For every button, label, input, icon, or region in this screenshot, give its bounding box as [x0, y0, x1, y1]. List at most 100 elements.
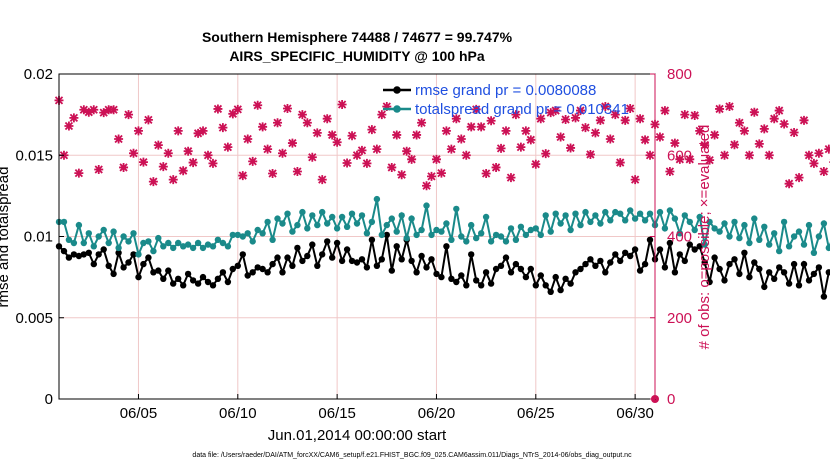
data-point-rmse — [95, 251, 102, 258]
data-point-totalspread — [115, 244, 122, 252]
data-point-rmse — [343, 246, 351, 253]
obs-marker — [799, 115, 809, 125]
data-point-totalspread — [453, 205, 460, 213]
data-point-totalspread — [691, 226, 698, 234]
data-point-totalspread — [602, 208, 609, 216]
chart-subtitle: AIRS_SPECIFIC_HUMIDITY @ 100 hPa — [229, 48, 485, 64]
data-point-totalspread — [388, 215, 395, 222]
y-axis-right-label: # of obs: o=possible; ×=evaluated — [696, 125, 713, 350]
data-point-totalspread — [706, 218, 713, 226]
x-axis-label: Jun.01,2014 00:00:00 start — [268, 427, 447, 444]
y-right-tick-label: 600 — [667, 147, 692, 164]
data-point-totalspread — [636, 210, 644, 217]
data-point-rmse — [234, 262, 241, 269]
data-point-totalspread — [557, 220, 564, 227]
obs-marker — [625, 104, 635, 114]
obs-marker — [710, 130, 720, 140]
obs-marker — [729, 140, 739, 150]
obs-marker — [168, 175, 178, 185]
data-point-rmse — [607, 259, 614, 266]
obs-marker — [769, 114, 779, 124]
data-point-rmse — [368, 236, 376, 243]
data-point-rmse — [562, 275, 569, 282]
data-point-totalspread — [333, 225, 341, 232]
obs-marker — [566, 143, 576, 153]
data-point-rmse — [85, 249, 93, 256]
data-point-totalspread — [522, 231, 530, 239]
data-point-totalspread — [289, 228, 296, 235]
data-point-totalspread — [403, 234, 410, 242]
data-point-totalspread — [299, 208, 306, 216]
obs-marker — [198, 126, 208, 136]
data-point-rmse — [716, 265, 723, 273]
data-point-totalspread — [110, 228, 117, 235]
data-point-totalspread — [319, 208, 326, 216]
obs-marker — [725, 102, 734, 111]
data-point-totalspread — [532, 225, 539, 232]
data-point-rmse — [388, 267, 395, 274]
data-point-rmse — [125, 259, 132, 266]
data-point-rmse — [542, 282, 549, 289]
data-point-rmse — [785, 280, 793, 287]
obs-marker — [99, 108, 109, 118]
obs-marker — [377, 110, 387, 120]
data-point-totalspread — [383, 221, 390, 229]
obs-marker — [824, 144, 830, 154]
data-point-totalspread — [214, 236, 222, 243]
data-point-rmse — [780, 269, 788, 276]
data-point-rmse — [418, 252, 425, 260]
obs-marker — [580, 123, 590, 133]
obs-marker — [700, 140, 710, 150]
obs-marker — [511, 110, 521, 120]
obs-marker — [84, 107, 94, 117]
obs-marker — [536, 114, 546, 124]
legend-marker-totalspread — [393, 105, 401, 113]
data-point-rmse — [646, 236, 654, 243]
data-point-rmse — [805, 277, 813, 284]
data-point-totalspread — [343, 223, 351, 230]
data-point-rmse — [671, 269, 679, 276]
obs-marker — [779, 119, 789, 129]
data-point-rmse — [502, 254, 510, 261]
obs-marker — [173, 126, 183, 136]
obs-marker — [258, 122, 268, 132]
data-point-totalspread — [473, 234, 480, 242]
data-point-rmse — [746, 273, 753, 281]
obs-marker — [178, 166, 188, 176]
data-point-rmse — [289, 262, 296, 269]
obs-marker — [610, 110, 620, 120]
obs-marker — [397, 170, 407, 180]
data-point-rmse — [726, 260, 733, 268]
data-point-totalspread — [716, 228, 723, 235]
data-point-rmse — [771, 275, 778, 282]
data-point-rmse — [487, 280, 495, 287]
data-point-totalspread — [537, 231, 544, 239]
obs-marker — [630, 175, 640, 185]
obs-marker — [352, 150, 362, 160]
data-point-rmse — [358, 256, 366, 263]
legend-label-rmse: rmse grand pr = 0.0080088 — [415, 82, 596, 99]
obs-marker — [695, 126, 705, 136]
data-point-totalspread — [443, 220, 450, 227]
legend: rmse grand pr = 0.0080088 totalspread gr… — [383, 82, 629, 118]
data-point-totalspread — [135, 251, 142, 258]
data-point-rmse — [199, 273, 207, 281]
obs-marker — [605, 134, 615, 144]
data-point-rmse — [160, 275, 167, 282]
data-point-totalspread — [423, 202, 430, 209]
obs-marker — [263, 144, 273, 154]
obs-marker — [809, 158, 819, 168]
obs-marker — [129, 148, 138, 158]
data-point-totalspread — [572, 210, 579, 217]
y-right-tick-label: 200 — [667, 310, 692, 327]
data-point-totalspread — [294, 221, 301, 229]
data-point-rmse — [264, 269, 271, 276]
data-point-rmse — [602, 269, 609, 276]
data-point-totalspread — [105, 239, 112, 247]
data-point-rmse — [681, 257, 688, 265]
data-point-rmse — [75, 252, 83, 260]
data-point-rmse — [224, 278, 232, 286]
data-point-rmse — [592, 262, 599, 269]
obs-marker — [764, 150, 774, 160]
data-point-totalspread — [65, 236, 73, 243]
